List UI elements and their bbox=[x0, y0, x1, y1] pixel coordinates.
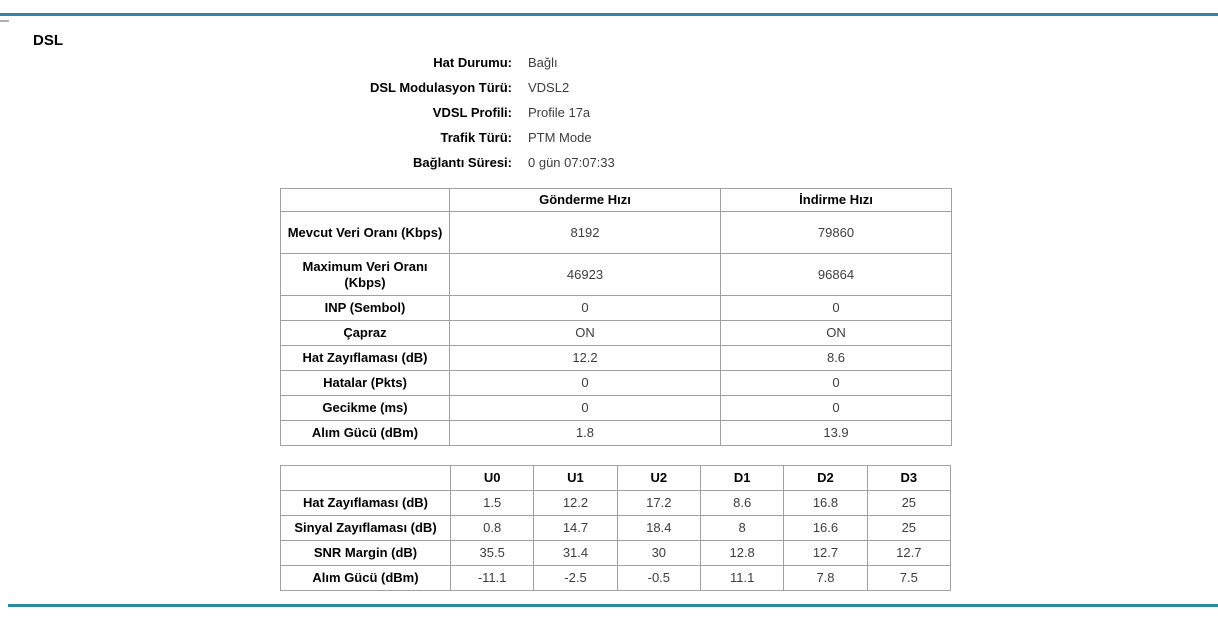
info-row: VDSL Profili: Profile 17a bbox=[0, 100, 1000, 125]
table-row: INP (Sembol) 0 0 bbox=[280, 295, 952, 321]
table-header-row: U0 U1 U2 D1 D2 D3 bbox=[280, 465, 952, 491]
table-cell: 12.8 bbox=[699, 540, 785, 566]
table-cell: 18.4 bbox=[616, 515, 701, 541]
bottom-divider bbox=[8, 604, 1218, 607]
row-header: Hat Zayıflaması (dB) bbox=[280, 345, 450, 371]
table-cell: 14.7 bbox=[533, 515, 618, 541]
row-header: Mevcut Veri Oranı (Kbps) bbox=[280, 211, 450, 254]
table-cell: 7.5 bbox=[866, 565, 952, 591]
table-row: Gecikme (ms) 0 0 bbox=[280, 395, 952, 421]
row-header: Gecikme (ms) bbox=[280, 395, 450, 421]
column-header: D3 bbox=[866, 465, 952, 491]
table-row: Hat Zayıflaması (dB) 1.5 12.2 17.2 8.6 16.8 25 bbox=[280, 490, 952, 516]
dsl-info-list: Hat Durumu: Bağlı DSL Modulasyon Türü: VDSL… bbox=[0, 50, 1000, 175]
rate-table: Gönderme Hızı İndirme Hızı Mevcut Veri Ora… bbox=[280, 188, 952, 446]
column-header bbox=[280, 188, 450, 212]
row-header: Çapraz bbox=[280, 320, 450, 346]
table-cell: 0 bbox=[449, 395, 721, 421]
table-header-row: Gönderme Hızı İndirme Hızı bbox=[280, 188, 952, 212]
table-row: Alım Gücü (dBm) 1.8 13.9 bbox=[280, 420, 952, 446]
table-cell: 0 bbox=[720, 295, 952, 321]
table-cell: -11.1 bbox=[449, 565, 535, 591]
column-header: D1 bbox=[699, 465, 785, 491]
table-cell: 12.2 bbox=[533, 490, 618, 516]
column-header: İndirme Hızı bbox=[720, 188, 952, 212]
page-title: DSL bbox=[33, 32, 63, 49]
info-value: VDSL2 bbox=[528, 80, 570, 95]
column-header: U2 bbox=[616, 465, 701, 491]
table-row: Sinyal Zayıflaması (dB) 0.8 14.7 18.4 8 16.6 2… bbox=[280, 515, 952, 541]
table-cell: 16.8 bbox=[783, 490, 868, 516]
table-row: Hat Zayıflaması (dB) 12.2 8.6 bbox=[280, 345, 952, 371]
table-row: SNR Margin (dB) 35.5 31.4 30 12.8 12.7 12.7 bbox=[280, 540, 952, 566]
table-cell: 0 bbox=[449, 295, 721, 321]
info-value: Profile 17a bbox=[528, 105, 591, 120]
table-cell: ON bbox=[449, 320, 721, 346]
info-row: DSL Modulasyon Türü: VDSL2 bbox=[0, 75, 1000, 100]
table-cell: 25 bbox=[866, 515, 952, 541]
column-header: U0 bbox=[449, 465, 535, 491]
table-row: Alım Gücü (dBm) -11.1 -2.5 -0.5 11.1 7.8 7.5 bbox=[280, 565, 952, 591]
row-header: Hatalar (Pkts) bbox=[280, 370, 450, 396]
row-header: INP (Sembol) bbox=[280, 295, 450, 321]
info-value: 0 gün 07:07:33 bbox=[528, 155, 615, 170]
table-cell: 46923 bbox=[449, 253, 721, 296]
table-cell: 25 bbox=[866, 490, 952, 516]
table-cell: 12.7 bbox=[866, 540, 952, 566]
table-row: Mevcut Veri Oranı (Kbps) 8192 79860 bbox=[280, 211, 952, 254]
column-header: Gönderme Hızı bbox=[449, 188, 721, 212]
table-row: Çapraz ON ON bbox=[280, 320, 952, 346]
left-edge-mark bbox=[0, 20, 9, 22]
row-header: Alım Gücü (dBm) bbox=[280, 565, 451, 591]
table-cell: 0 bbox=[720, 370, 952, 396]
table-cell: -0.5 bbox=[616, 565, 701, 591]
row-header: Alım Gücü (dBm) bbox=[280, 420, 450, 446]
table-row: Maximum Veri Oranı (Kbps) 46923 96864 bbox=[280, 253, 952, 296]
table-cell: 13.9 bbox=[720, 420, 952, 446]
table-cell: 8.6 bbox=[699, 490, 785, 516]
info-label: DSL Modulasyon Türü: bbox=[369, 80, 512, 95]
column-header bbox=[280, 465, 451, 491]
table-cell: 31.4 bbox=[533, 540, 618, 566]
table-cell: 16.6 bbox=[783, 515, 868, 541]
table-row: Hatalar (Pkts) 0 0 bbox=[280, 370, 952, 396]
info-value: PTM Mode bbox=[528, 130, 592, 145]
table-cell: 30 bbox=[616, 540, 701, 566]
table-cell: 0.8 bbox=[449, 515, 535, 541]
row-header: Sinyal Zayıflaması (dB) bbox=[280, 515, 451, 541]
row-header: SNR Margin (dB) bbox=[280, 540, 451, 566]
table-cell: 12.2 bbox=[449, 345, 721, 371]
table-cell: 8 bbox=[699, 515, 785, 541]
column-header: D2 bbox=[783, 465, 868, 491]
table-cell: 0 bbox=[720, 395, 952, 421]
info-row: Trafik Türü: PTM Mode bbox=[0, 125, 1000, 150]
table-cell: 79860 bbox=[720, 211, 952, 254]
table-cell: 0 bbox=[449, 370, 721, 396]
column-header: U1 bbox=[533, 465, 618, 491]
info-label: Trafik Türü: bbox=[440, 130, 512, 145]
info-label: Hat Durumu: bbox=[433, 55, 512, 70]
info-label: Bağlantı Süresi: bbox=[413, 155, 512, 170]
table-cell: 8.6 bbox=[720, 345, 952, 371]
band-table: U0 U1 U2 D1 D2 D3 Hat Zayıflaması (dB) 1.5 12.2 1… bbox=[280, 465, 952, 591]
info-label: VDSL Profili: bbox=[432, 105, 512, 120]
table-cell: 96864 bbox=[720, 253, 952, 296]
table-cell: ON bbox=[720, 320, 952, 346]
table-cell: 8192 bbox=[449, 211, 721, 254]
table-cell: 12.7 bbox=[783, 540, 868, 566]
info-row: Bağlantı Süresi: 0 gün 07:07:33 bbox=[0, 150, 1000, 175]
info-row: Hat Durumu: Bağlı bbox=[0, 50, 1000, 75]
table-cell: 11.1 bbox=[699, 565, 785, 591]
table-cell: 1.8 bbox=[449, 420, 721, 446]
table-cell: 17.2 bbox=[616, 490, 701, 516]
row-header: Maximum Veri Oranı (Kbps) bbox=[280, 253, 450, 296]
table-cell: 35.5 bbox=[449, 540, 535, 566]
row-header: Hat Zayıflaması (dB) bbox=[280, 490, 451, 516]
table-cell: 7.8 bbox=[783, 565, 868, 591]
info-value: Bağlı bbox=[528, 55, 558, 70]
table-cell: 1.5 bbox=[449, 490, 535, 516]
top-divider bbox=[0, 13, 1218, 16]
table-cell: -2.5 bbox=[533, 565, 618, 591]
